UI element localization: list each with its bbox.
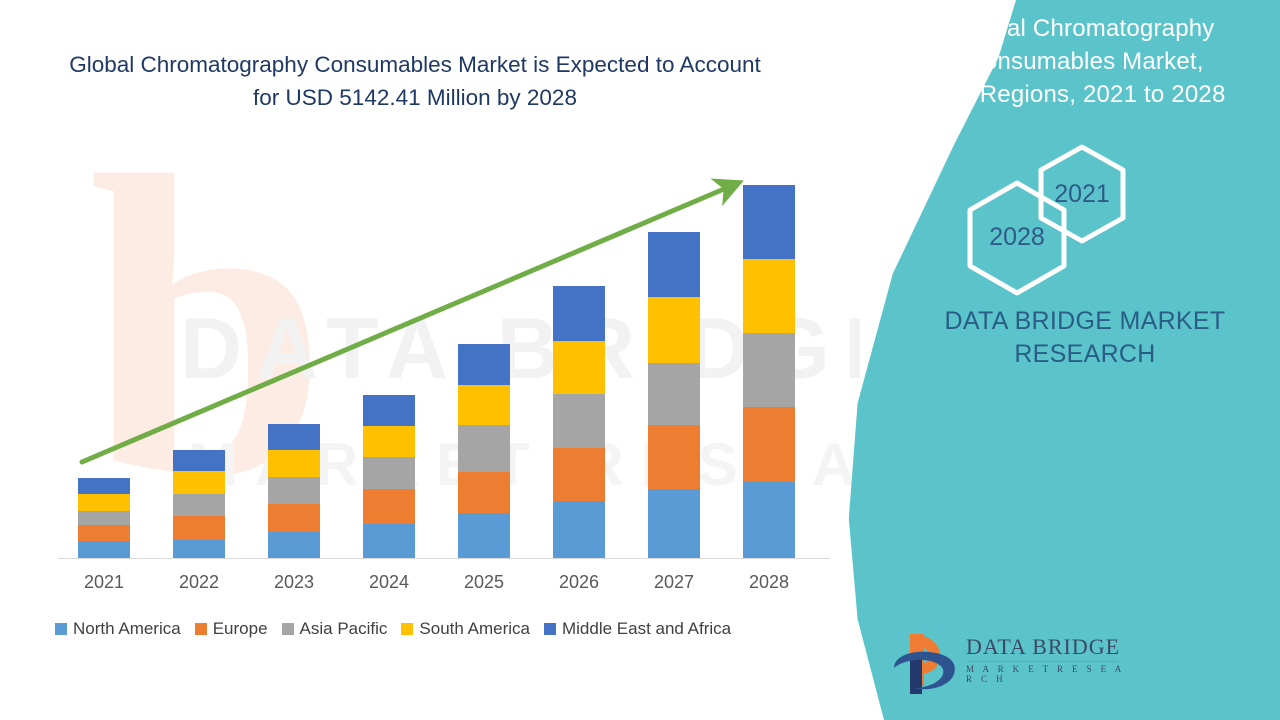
legend-label: Asia Pacific	[299, 619, 388, 638]
bar-segment-2021-south-america	[78, 493, 130, 512]
legend-swatch-icon	[543, 623, 556, 635]
x-axis-label-2022: 2022	[178, 572, 220, 592]
bar-segment-2023-middle-east-and-africa	[268, 423, 320, 451]
bar-segment-2023-south-america	[268, 450, 320, 477]
panel-title-line-3: By Regions, 2021 to 2028	[944, 81, 1226, 108]
bar-segment-2028-middle-east-and-africa	[743, 185, 795, 260]
bar-segment-2024-middle-east-and-africa	[363, 394, 415, 426]
bar-segment-2022-south-america	[173, 471, 225, 494]
bar-segment-2026-asia-pacific	[553, 393, 605, 448]
bar-segment-2026-middle-east-and-africa	[553, 285, 605, 341]
bar-segment-2026-south-america	[553, 340, 605, 394]
bar-segment-2022-asia-pacific	[173, 493, 225, 517]
x-axis-label-2024: 2024	[368, 572, 410, 592]
bar-segment-2028-south-america	[743, 259, 795, 333]
panel-title-line-2: Consumables Market,	[966, 48, 1204, 75]
bar-segment-2028-north-america	[743, 481, 795, 559]
chart-title: Global Chromatography Consumables Market…	[69, 52, 761, 110]
bar-segment-2026-north-america	[553, 500, 605, 559]
x-axis-labels: 2021 2022 2023 2024 2025 2026 2027 2028	[55, 572, 835, 602]
legend-label: Middle East and Africa	[561, 619, 732, 638]
legend-item-middle-east-and-africa[interactable]: Middle East and Africa	[543, 619, 732, 639]
panel-title-line-1: Global Chromatography	[955, 15, 1215, 42]
bar-segment-2027-south-america	[648, 297, 700, 364]
bar-segment-2023-north-america	[268, 531, 320, 559]
x-axis-label-2027: 2027	[653, 572, 695, 592]
bar-segment-2026-europe	[553, 447, 605, 501]
legend-swatch-icon	[55, 623, 67, 635]
hexagon-2021-label: 2021	[1054, 180, 1110, 208]
bar-segment-2025-north-america	[458, 513, 510, 559]
hexagon-2021: 2021	[1034, 142, 1130, 246]
bar-segment-2025-asia-pacific	[458, 424, 510, 473]
bar-segment-2022-north-america	[173, 539, 225, 559]
bar-segment-2028-europe	[743, 407, 795, 482]
x-axis-label-2025: 2025	[463, 572, 505, 592]
bar-segment-2024-south-america	[363, 425, 415, 458]
bar-segment-2022-middle-east-and-africa	[173, 450, 225, 472]
legend-label: Europe	[212, 619, 268, 638]
legend-swatch-icon	[194, 623, 207, 635]
brand-line-1: DATA BRIDGE MARKET	[944, 307, 1226, 335]
x-axis-label-2023: 2023	[273, 572, 315, 592]
brand-name: DATA BRIDGE MARKET RESEARCH	[890, 305, 1280, 371]
bar-2023	[268, 423, 320, 559]
panel-title: Global Chromatography Consumables Market…	[890, 12, 1280, 111]
bar-segment-2021-asia-pacific	[78, 511, 130, 526]
bar-segment-2027-middle-east-and-africa	[648, 231, 700, 298]
x-axis-label-2021: 2021	[83, 572, 125, 592]
bar-segment-2027-asia-pacific	[648, 363, 700, 425]
bar-2024	[363, 394, 415, 559]
brand-line-2: RESEARCH	[1014, 340, 1156, 368]
legend-swatch-icon	[401, 623, 414, 635]
bar-segment-2023-asia-pacific	[268, 476, 320, 504]
bar-segment-2024-north-america	[363, 524, 415, 559]
bar-2028	[743, 185, 795, 559]
bar-segment-2021-middle-east-and-africa	[78, 477, 130, 494]
hexagon-2028: 2028	[962, 178, 1072, 298]
chart-legend: North America Europe Asia Pacific South Ame…	[55, 616, 745, 642]
data-bridge-logo: DATA BRIDGE M A R K E T R E S E A R C H	[890, 628, 1121, 702]
logo-divider	[966, 661, 1118, 662]
logo-text: DATA BRIDGE M A R K E T R E S E A R C H	[966, 634, 1126, 684]
legend-swatch-icon	[281, 623, 294, 635]
bar-segment-2027-north-america	[648, 488, 700, 559]
growth-trend-arrow	[79, 178, 744, 465]
logo-b-icon	[894, 634, 955, 694]
hexagon-group: 2021 2028	[962, 142, 1162, 296]
bar-2022	[173, 450, 225, 559]
bar-segment-2021-europe	[78, 525, 130, 541]
bar-segment-2025-middle-east-and-africa	[458, 344, 510, 385]
legend-label: North America	[73, 619, 181, 638]
bar-segment-2021-north-america	[78, 540, 130, 559]
x-axis-line	[58, 558, 830, 559]
legend-item-north-america[interactable]: North America	[55, 619, 181, 639]
bar-segment-2024-asia-pacific	[363, 457, 415, 489]
hexagon-2028-label: 2028	[989, 223, 1045, 251]
logo-tagline: M A R K E T R E S E A R C H	[966, 664, 1125, 684]
bar-2021	[78, 477, 130, 559]
legend-item-europe[interactable]: Europe	[194, 619, 268, 639]
logo-title: DATA BRIDGE	[966, 634, 1121, 659]
legend-item-south-america[interactable]: South America	[401, 619, 530, 639]
bar-segment-2023-europe	[268, 504, 320, 532]
bar-2027	[648, 231, 700, 559]
bar-2025	[458, 344, 510, 559]
bar-segment-2027-europe	[648, 424, 700, 489]
bar-segment-2028-asia-pacific	[743, 332, 795, 408]
bar-segment-2025-europe	[458, 472, 510, 514]
bar-segment-2024-europe	[363, 488, 415, 525]
bar-2026	[553, 285, 605, 559]
bar-segment-2022-europe	[173, 516, 225, 540]
legend-label: South America	[419, 619, 530, 638]
x-axis-label-2028: 2028	[748, 572, 790, 592]
bar-segment-2025-south-america	[458, 384, 510, 425]
legend-item-asia-pacific[interactable]: Asia Pacific	[281, 619, 388, 639]
x-axis-label-2026: 2026	[558, 572, 600, 592]
stacked-bar-chart	[55, 150, 835, 559]
